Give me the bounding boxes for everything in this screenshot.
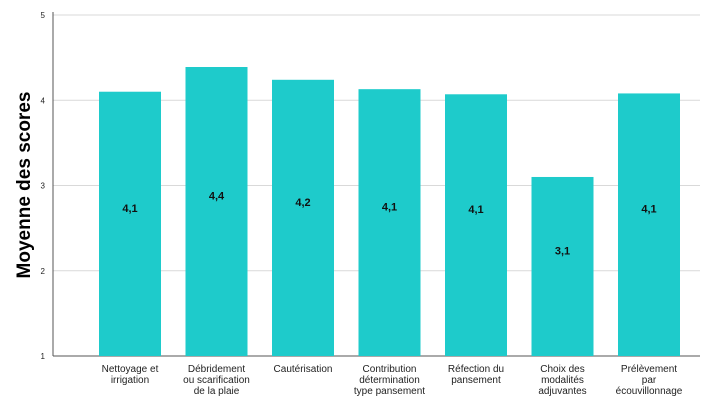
y-tick-label: 4	[41, 96, 46, 105]
x-category-label: par	[642, 375, 657, 386]
x-category-label: ou scarification	[183, 375, 250, 386]
x-category-label: adjuvantes	[538, 386, 586, 397]
y-tick-label: 1	[41, 352, 46, 361]
bar	[531, 176, 594, 356]
bar	[185, 67, 248, 356]
bar	[618, 93, 680, 357]
y-tick-label: 3	[41, 182, 46, 191]
y-tick-label: 5	[41, 11, 46, 20]
bar	[272, 79, 334, 356]
x-category-label: irrigation	[111, 375, 149, 386]
data-label: 4,1	[122, 203, 137, 215]
x-category-label: Nettoyage et	[102, 364, 159, 375]
x-category-label: Choix des	[540, 364, 584, 375]
data-label: 4,4	[209, 191, 225, 203]
x-category-label: écouvillonnage	[616, 386, 683, 397]
y-axis-title: Moyenne des scores	[14, 92, 35, 279]
x-category-label: Cautérisation	[274, 364, 333, 375]
bar	[99, 91, 161, 356]
data-label: 4,1	[641, 204, 656, 216]
x-category-label: Contribution	[363, 364, 417, 375]
y-tick-label: 2	[41, 267, 46, 276]
data-label: 4,1	[468, 204, 483, 216]
data-label: 4,2	[295, 197, 310, 209]
x-category-label: détermination	[359, 375, 420, 386]
x-category-label: modalités	[541, 375, 584, 386]
bar	[445, 94, 507, 356]
x-category-label: type pansement	[354, 386, 425, 397]
x-category-label: de la plaie	[194, 386, 240, 397]
x-category-label: pansement	[451, 375, 501, 386]
data-label: 4,1	[382, 202, 397, 214]
data-label: 3,1	[555, 245, 570, 257]
x-category-label: Réfection du	[448, 364, 504, 375]
bar	[358, 89, 421, 356]
x-category-label: Prélèvement	[621, 364, 677, 375]
x-category-label: Débridement	[188, 364, 245, 375]
